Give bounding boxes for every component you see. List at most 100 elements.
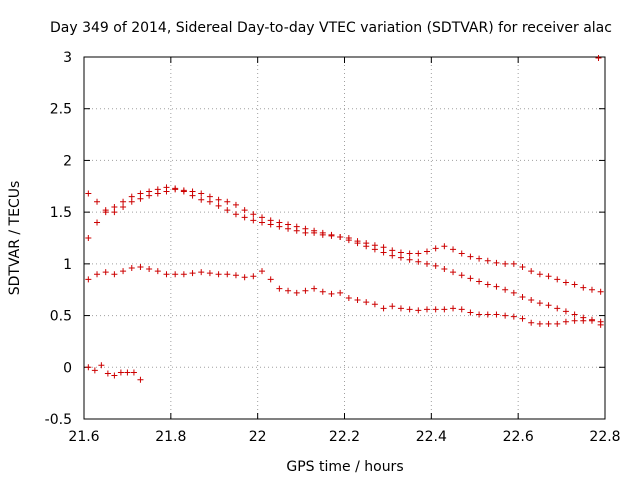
data-point <box>328 290 335 297</box>
y-tick-label: 2.5 <box>50 102 72 118</box>
data-point <box>363 243 370 250</box>
data-point <box>554 276 561 283</box>
data-point <box>389 303 396 310</box>
data-point <box>441 243 448 250</box>
data-point <box>163 271 170 278</box>
data-point <box>580 317 587 324</box>
data-point <box>206 270 213 277</box>
y-tick-label: 1.5 <box>50 205 72 221</box>
data-point <box>189 188 196 195</box>
data-point <box>285 287 292 294</box>
data-point <box>85 276 92 283</box>
data-point <box>493 259 500 266</box>
data-point <box>562 279 569 286</box>
data-point <box>562 308 569 315</box>
x-tick-label: 21.6 <box>68 429 99 445</box>
data-point <box>189 270 196 277</box>
data-point <box>528 297 535 304</box>
x-tick-label: 22.4 <box>416 429 447 445</box>
data-point <box>467 309 474 316</box>
data-point <box>571 281 578 288</box>
data-point <box>397 254 404 261</box>
data-point <box>111 203 118 210</box>
data-point <box>172 185 179 192</box>
data-point <box>215 271 222 278</box>
data-point <box>536 271 543 278</box>
data-point <box>311 227 318 234</box>
data-point <box>259 219 266 226</box>
data-point <box>354 240 361 247</box>
data-point <box>206 198 213 205</box>
data-point <box>137 195 144 202</box>
data-point <box>380 249 387 256</box>
tick-labels: 21.6 21.8 22 22.2 22.4 22.6 22.8 -0.5 0 0.5 1 1.5 2 2… <box>45 50 621 445</box>
y-tick-label: -0.5 <box>45 412 72 428</box>
x-tick-label: 22.8 <box>589 429 620 445</box>
data-point <box>215 202 222 209</box>
data-point <box>241 207 248 214</box>
data-point <box>423 306 430 313</box>
data-point <box>519 263 526 270</box>
data-point <box>267 276 274 283</box>
data-point <box>476 278 483 285</box>
data-point <box>94 198 101 205</box>
data-point <box>137 190 144 197</box>
y-tick-label: 3 <box>63 50 72 66</box>
data-point <box>493 311 500 318</box>
data-point <box>371 246 378 253</box>
data-point <box>267 217 274 224</box>
data-point <box>562 318 569 325</box>
data-point <box>293 223 300 230</box>
data-point <box>458 272 465 279</box>
data-point <box>389 252 396 259</box>
data-point <box>215 196 222 203</box>
data-point <box>94 219 101 226</box>
y-tick-label: 2 <box>63 153 72 169</box>
data-point <box>545 302 552 309</box>
data-point <box>328 231 335 238</box>
data-point <box>154 186 161 193</box>
data-point <box>206 193 213 200</box>
data-point <box>311 285 318 292</box>
data-point <box>458 250 465 257</box>
data-point <box>588 317 595 324</box>
data-point <box>432 262 439 269</box>
data-point <box>406 250 413 257</box>
data-point <box>232 211 239 218</box>
data-point <box>484 311 491 318</box>
data-point <box>337 289 344 296</box>
data-point <box>406 306 413 313</box>
data-point <box>137 376 144 383</box>
x-tick-label: 22.6 <box>503 429 534 445</box>
data-point <box>198 269 205 276</box>
data-point <box>319 229 326 236</box>
data-point <box>224 198 231 205</box>
data-point <box>441 266 448 273</box>
tick-layer <box>83 56 606 420</box>
data-point <box>250 273 257 280</box>
data-point <box>510 289 517 296</box>
data-point <box>180 187 187 194</box>
data-point <box>554 320 561 327</box>
data-point <box>571 311 578 318</box>
data-point <box>250 217 257 224</box>
data-point <box>406 256 413 263</box>
data-point <box>536 300 543 307</box>
data-point <box>293 289 300 296</box>
data-point <box>571 317 578 324</box>
data-point <box>120 203 127 210</box>
data-point <box>120 198 127 205</box>
data-point <box>371 301 378 308</box>
data-point <box>94 271 101 278</box>
data-point <box>528 319 535 326</box>
data-point <box>528 268 535 275</box>
data-point <box>354 297 361 304</box>
data-point <box>595 55 602 62</box>
data-point <box>91 367 98 374</box>
data-point <box>467 275 474 282</box>
data-point <box>111 209 118 216</box>
data-point <box>380 305 387 312</box>
data-point <box>128 264 135 271</box>
data-point <box>441 306 448 313</box>
